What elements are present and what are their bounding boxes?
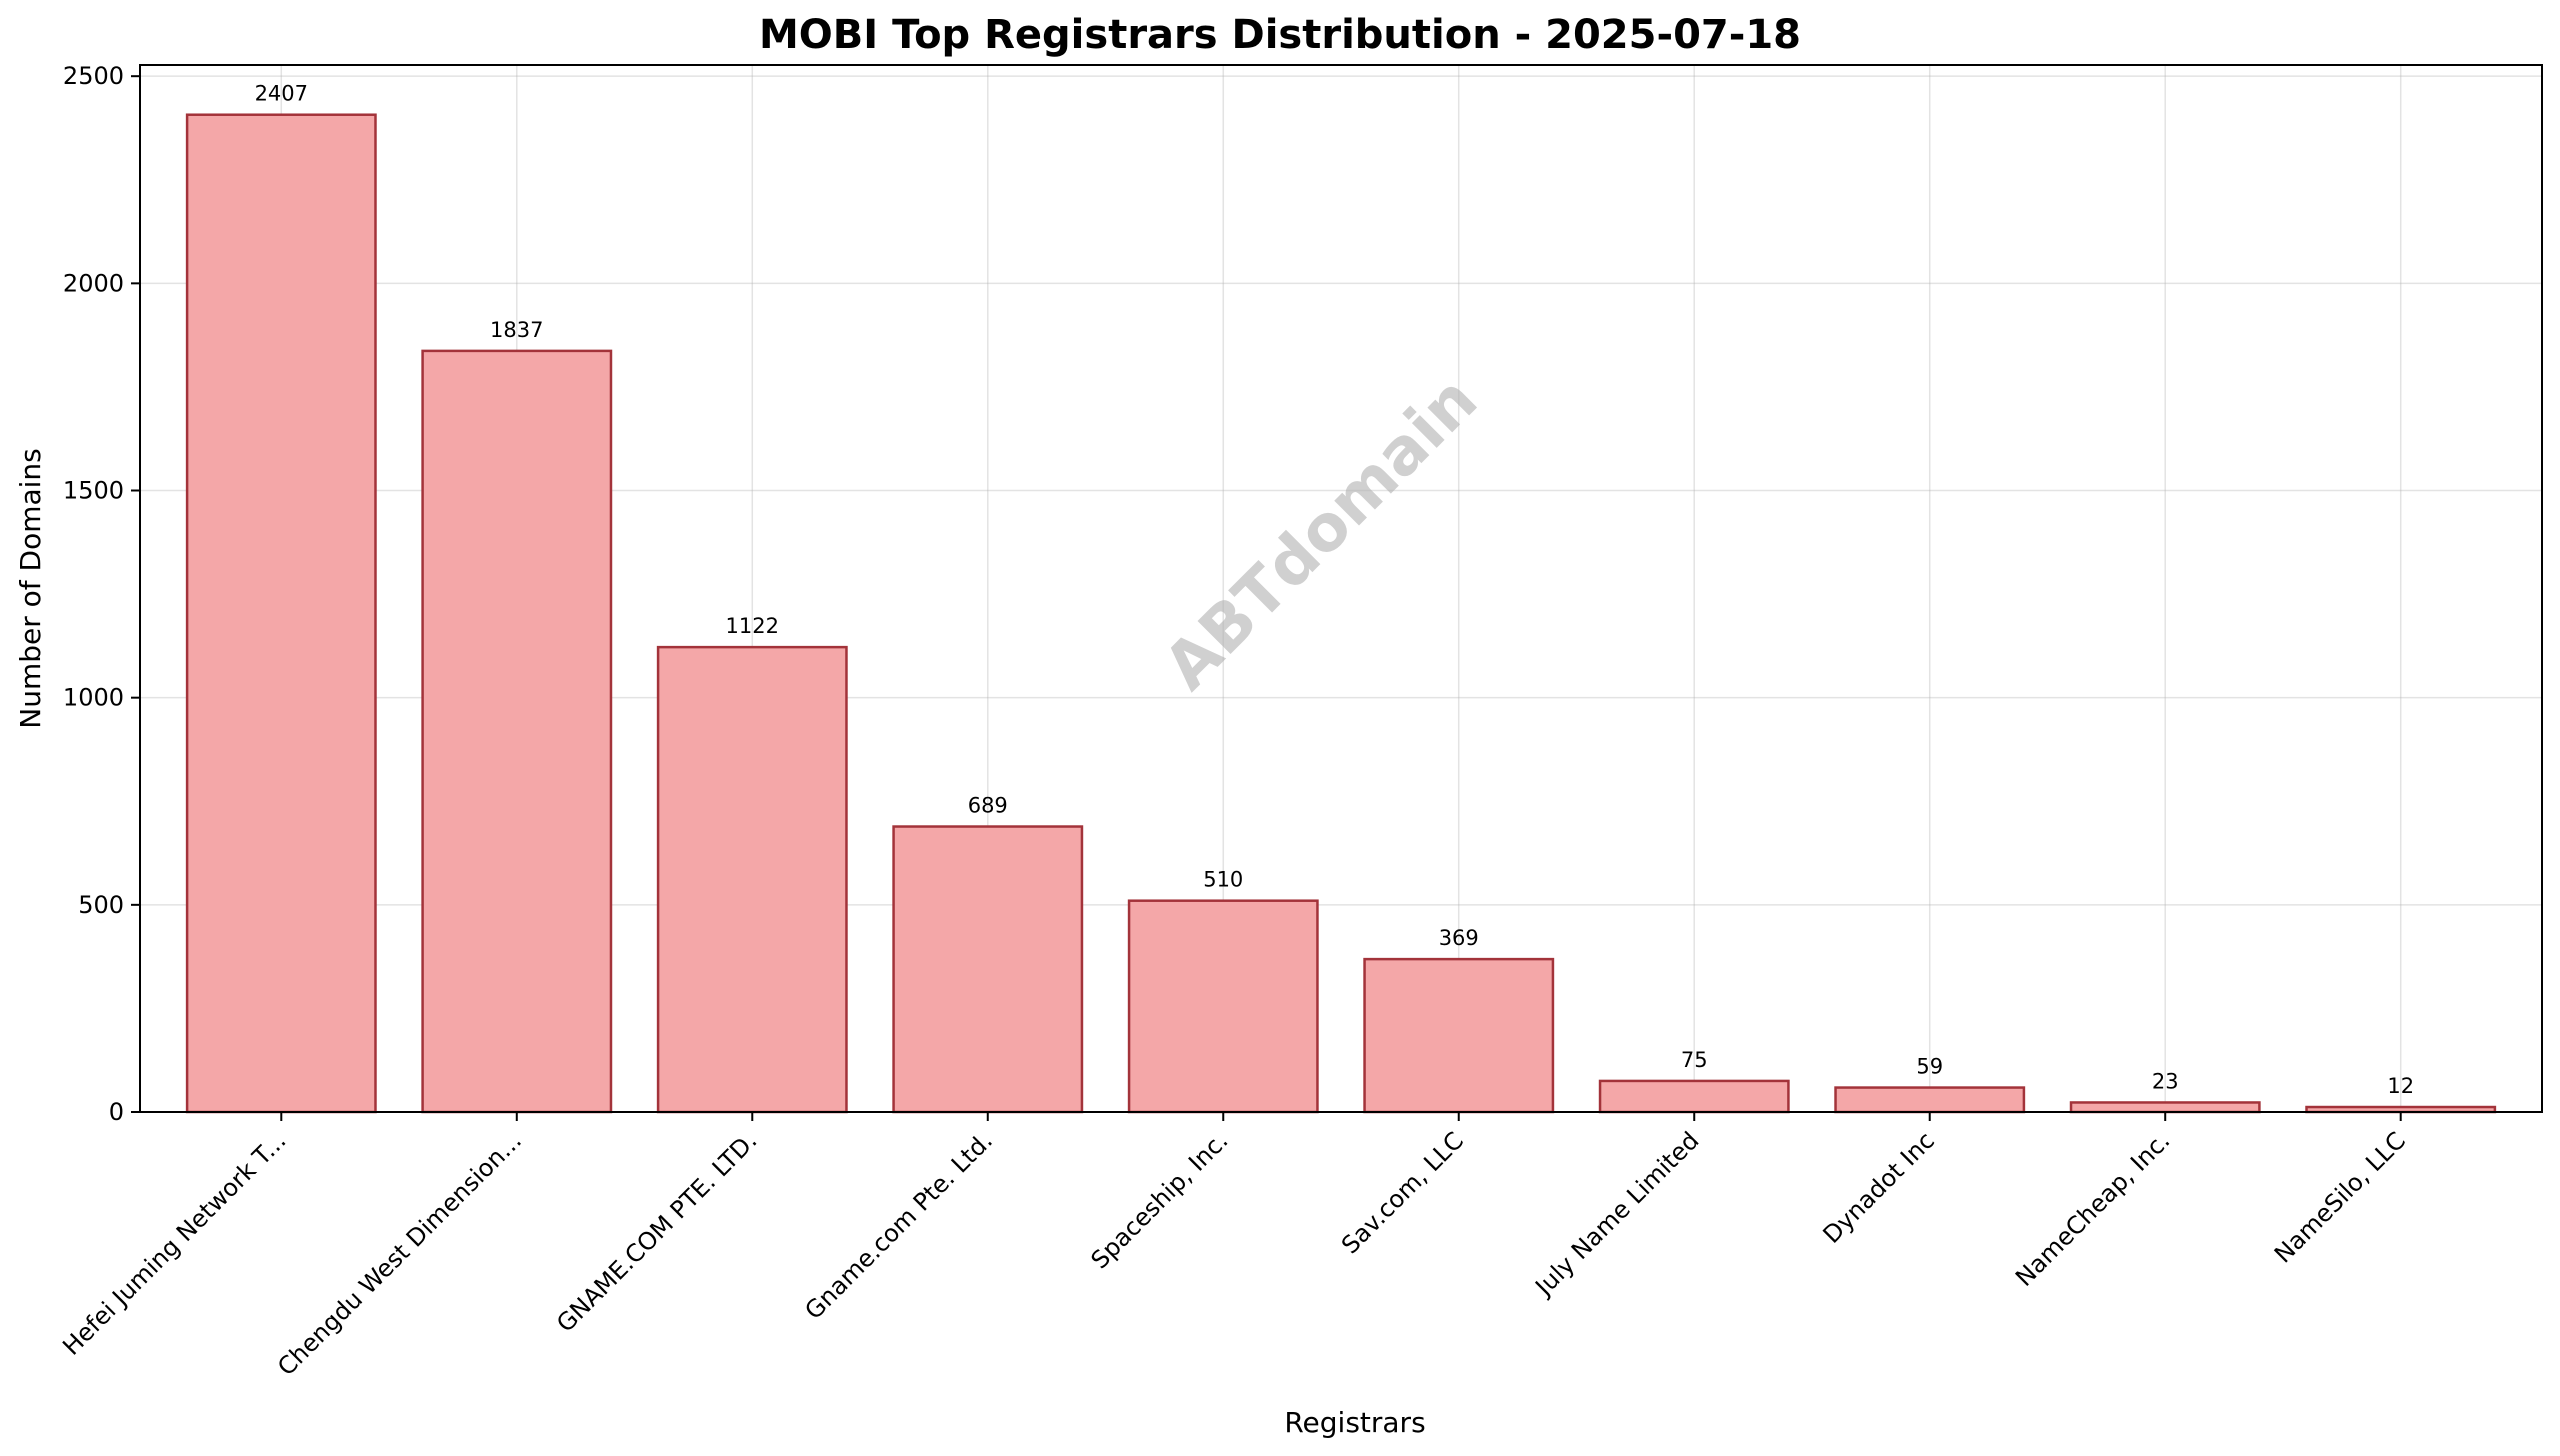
bar-data-label: 75 — [1681, 1048, 1708, 1072]
y-tick-label: 0 — [109, 1098, 124, 1126]
bar — [2069, 1101, 2261, 1114]
y-tick-label: 1000 — [63, 684, 124, 712]
bar-data-label: 12 — [2387, 1074, 2414, 1098]
bar-data-label: 59 — [1916, 1055, 1943, 1079]
bar — [1127, 899, 1319, 1114]
y-tick-label: 1500 — [63, 477, 124, 505]
bar — [892, 825, 1084, 1114]
bar — [1598, 1079, 1790, 1114]
bar-data-label: 2407 — [255, 82, 308, 106]
bar-data-label: 23 — [2152, 1069, 2179, 1093]
bars-layer: 2407 1837 1122 689 510 369 75 59 23 12 — [185, 82, 2497, 1114]
y-tick-label: 2000 — [63, 269, 124, 297]
bar — [421, 349, 613, 1114]
bar-data-label: 510 — [1203, 868, 1243, 892]
x-axis-label: Registrars — [1284, 1406, 1425, 1439]
chart-title: MOBI Top Registrars Distribution - 2025-… — [759, 12, 1801, 58]
bar — [656, 645, 848, 1114]
bar-data-label: 1837 — [490, 318, 543, 342]
y-axis-label: Number of Domains — [14, 448, 47, 729]
bar-data-label: 1122 — [726, 614, 779, 638]
bar — [1363, 957, 1555, 1114]
bar-data-label: 689 — [968, 794, 1008, 818]
y-tick-label: 2500 — [63, 62, 124, 90]
bar-data-label: 369 — [1439, 926, 1479, 950]
bar — [1834, 1086, 2026, 1114]
bar — [185, 113, 377, 1114]
y-tick-label: 500 — [78, 891, 124, 919]
plot-frame — [139, 64, 2543, 1113]
